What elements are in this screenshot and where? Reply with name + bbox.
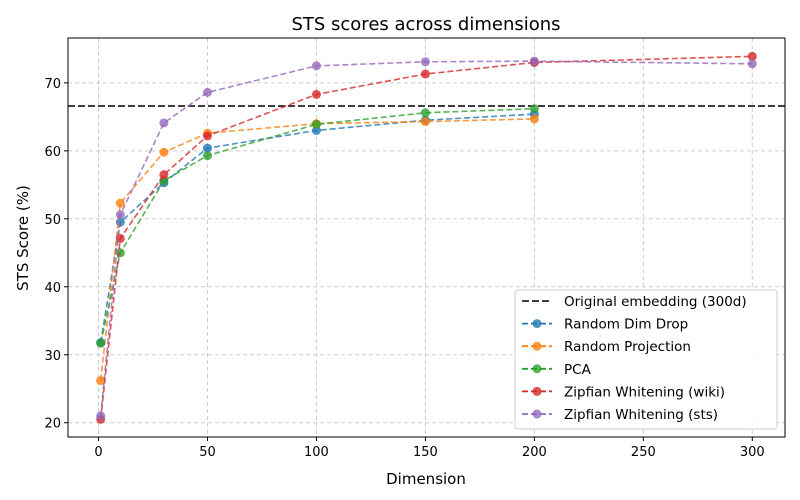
series-line	[99, 55, 753, 420]
data-point	[96, 338, 106, 348]
y-axis-label: STS Score (%)	[14, 185, 32, 291]
x-tick-label: 100	[304, 445, 329, 460]
legend-marker	[532, 409, 542, 419]
data-point	[529, 104, 539, 114]
data-point	[420, 117, 430, 127]
x-tick-label: 250	[631, 445, 656, 460]
plot-frame	[67, 37, 786, 438]
series-line	[99, 60, 753, 417]
legend-label: Random Dim Drop	[564, 317, 688, 333]
legend-label: Original embedding (300d)	[564, 294, 747, 310]
legend-marker	[532, 364, 542, 374]
legend-label: Zipfian Whitening (sts)	[564, 407, 718, 423]
data-point	[747, 51, 757, 61]
legend-label: Random Projection	[564, 339, 691, 355]
data-point	[202, 151, 212, 161]
x-tick-label: 50	[199, 445, 216, 460]
data-point	[202, 87, 212, 97]
x-tick-label: 300	[740, 445, 765, 460]
data-point	[159, 170, 169, 180]
data-point	[529, 56, 539, 66]
data-point	[96, 411, 106, 421]
x-axis-label: Dimension	[386, 470, 466, 488]
y-tick-label: 70	[44, 77, 61, 92]
y-tick-label: 30	[44, 349, 61, 364]
legend-marker	[532, 386, 542, 396]
y-tick-label: 40	[44, 281, 61, 296]
data-point	[311, 119, 321, 129]
data-point	[747, 59, 757, 69]
data-point	[420, 69, 430, 79]
series-line	[99, 107, 535, 344]
y-tick-label: 60	[44, 145, 61, 160]
legend-box	[514, 289, 778, 430]
data-point	[202, 131, 212, 141]
x-tick-label: 150	[413, 445, 438, 460]
data-point	[159, 118, 169, 128]
y-tick-label: 50	[44, 213, 61, 228]
data-point	[96, 376, 106, 386]
data-point	[420, 108, 430, 118]
data-point	[115, 198, 125, 208]
legend-marker	[532, 341, 542, 351]
data-point	[115, 210, 125, 220]
data-point	[420, 57, 430, 67]
x-tick-label: 0	[94, 445, 102, 460]
data-point	[311, 61, 321, 71]
y-tick-label: 20	[44, 417, 61, 432]
x-tick-label: 200	[522, 445, 547, 460]
legend: Original embedding (300d) Random Dim Drop…	[514, 289, 778, 430]
chart-title: STS scores across dimensions	[291, 14, 560, 35]
legend-marker	[532, 319, 542, 329]
legend-label: PCA	[564, 362, 592, 378]
data-point	[311, 89, 321, 99]
data-point	[159, 147, 169, 157]
series-line	[99, 118, 535, 381]
data-point	[202, 143, 212, 153]
data-point	[529, 114, 539, 124]
legend-label: Zipfian Whitening (wiki)	[564, 384, 725, 400]
